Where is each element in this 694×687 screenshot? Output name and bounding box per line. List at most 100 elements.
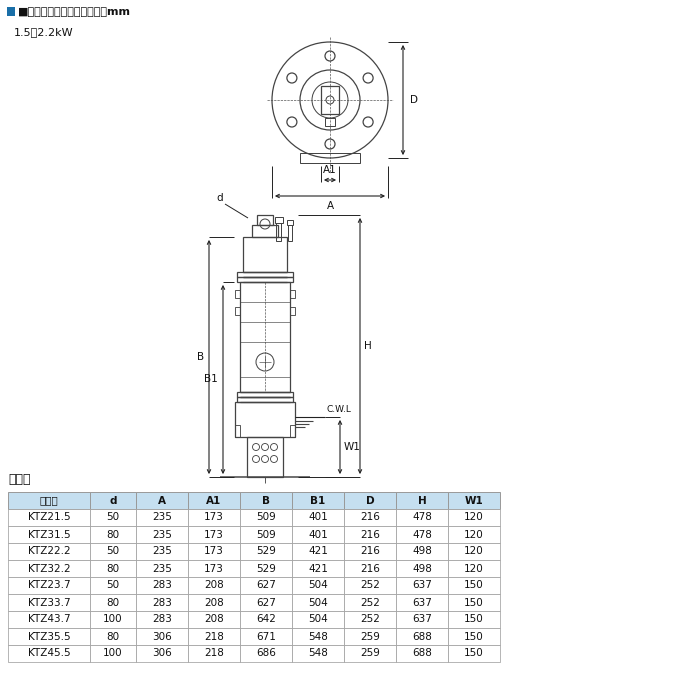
Bar xyxy=(275,217,283,223)
Text: d: d xyxy=(217,193,223,203)
Bar xyxy=(8,526,90,543)
Bar xyxy=(292,628,344,645)
Text: 150: 150 xyxy=(464,581,484,591)
Bar xyxy=(344,543,396,560)
Text: 235: 235 xyxy=(152,513,172,523)
Bar xyxy=(136,645,188,662)
Text: C.W.L: C.W.L xyxy=(327,405,352,414)
Bar xyxy=(292,526,344,543)
Bar xyxy=(237,277,293,282)
Text: 478: 478 xyxy=(412,530,432,539)
Text: 421: 421 xyxy=(308,546,328,556)
Bar xyxy=(448,526,500,543)
Text: 283: 283 xyxy=(152,614,172,624)
Text: 208: 208 xyxy=(204,581,224,591)
Bar xyxy=(344,645,396,662)
Text: KTZ33.7: KTZ33.7 xyxy=(28,598,70,607)
Text: 120: 120 xyxy=(464,530,484,539)
Bar xyxy=(396,628,448,645)
Text: 642: 642 xyxy=(256,614,276,624)
Bar xyxy=(136,594,188,611)
Bar xyxy=(90,611,136,628)
Bar xyxy=(292,577,344,594)
Text: B1: B1 xyxy=(310,495,325,506)
Bar xyxy=(396,560,448,577)
Bar xyxy=(136,509,188,526)
Bar xyxy=(188,594,240,611)
Text: 型　式: 型 式 xyxy=(40,495,58,506)
Text: W1: W1 xyxy=(344,442,361,452)
Bar xyxy=(344,628,396,645)
Text: 150: 150 xyxy=(464,614,484,624)
Text: KTZ43.7: KTZ43.7 xyxy=(28,614,70,624)
Bar xyxy=(287,220,293,225)
Bar xyxy=(240,282,290,392)
Text: 509: 509 xyxy=(256,530,276,539)
Text: 寸法表: 寸法表 xyxy=(8,473,31,486)
Text: KTZ31.5: KTZ31.5 xyxy=(28,530,70,539)
Text: 208: 208 xyxy=(204,614,224,624)
Bar xyxy=(188,526,240,543)
Text: 686: 686 xyxy=(256,649,276,659)
Text: 637: 637 xyxy=(412,581,432,591)
Bar xyxy=(90,509,136,526)
Text: 637: 637 xyxy=(412,598,432,607)
Text: 216: 216 xyxy=(360,530,380,539)
Text: A1: A1 xyxy=(323,165,337,175)
Text: 504: 504 xyxy=(308,614,328,624)
Text: 235: 235 xyxy=(152,530,172,539)
Text: 671: 671 xyxy=(256,631,276,642)
Bar xyxy=(136,628,188,645)
Text: 80: 80 xyxy=(106,631,119,642)
Bar xyxy=(240,645,292,662)
Text: 259: 259 xyxy=(360,631,380,642)
Text: 548: 548 xyxy=(308,631,328,642)
Bar xyxy=(240,543,292,560)
Text: B: B xyxy=(262,495,270,506)
Bar xyxy=(136,560,188,577)
Bar xyxy=(292,645,344,662)
Text: 688: 688 xyxy=(412,631,432,642)
Text: 120: 120 xyxy=(464,513,484,523)
Bar xyxy=(292,611,344,628)
Text: KTZ23.7: KTZ23.7 xyxy=(28,581,70,591)
Text: 208: 208 xyxy=(204,598,224,607)
Text: 216: 216 xyxy=(360,546,380,556)
Bar xyxy=(8,645,90,662)
Text: A: A xyxy=(158,495,166,506)
Text: 100: 100 xyxy=(103,614,123,624)
Text: 498: 498 xyxy=(412,563,432,574)
Text: 235: 235 xyxy=(152,546,172,556)
Bar xyxy=(448,611,500,628)
Bar xyxy=(344,594,396,611)
Text: W1: W1 xyxy=(464,495,484,506)
Bar xyxy=(8,577,90,594)
Text: KTZ45.5: KTZ45.5 xyxy=(28,649,70,659)
Bar xyxy=(188,577,240,594)
Text: 50: 50 xyxy=(106,546,119,556)
Text: 529: 529 xyxy=(256,546,276,556)
Text: 150: 150 xyxy=(464,598,484,607)
Bar xyxy=(188,509,240,526)
Text: H: H xyxy=(364,341,372,351)
Bar xyxy=(448,594,500,611)
Bar xyxy=(188,492,240,509)
Bar xyxy=(188,611,240,628)
Text: 548: 548 xyxy=(308,649,328,659)
Bar xyxy=(240,628,292,645)
Text: 218: 218 xyxy=(204,649,224,659)
Bar xyxy=(290,307,295,315)
Text: 306: 306 xyxy=(152,649,172,659)
Text: A: A xyxy=(326,201,334,211)
Bar xyxy=(188,560,240,577)
Bar xyxy=(396,492,448,509)
Bar xyxy=(90,492,136,509)
Text: A1: A1 xyxy=(206,495,221,506)
Text: 173: 173 xyxy=(204,513,224,523)
Text: 283: 283 xyxy=(152,598,172,607)
Text: 173: 173 xyxy=(204,563,224,574)
Bar xyxy=(240,526,292,543)
Bar xyxy=(188,543,240,560)
Text: 252: 252 xyxy=(360,614,380,624)
Bar xyxy=(288,225,292,241)
